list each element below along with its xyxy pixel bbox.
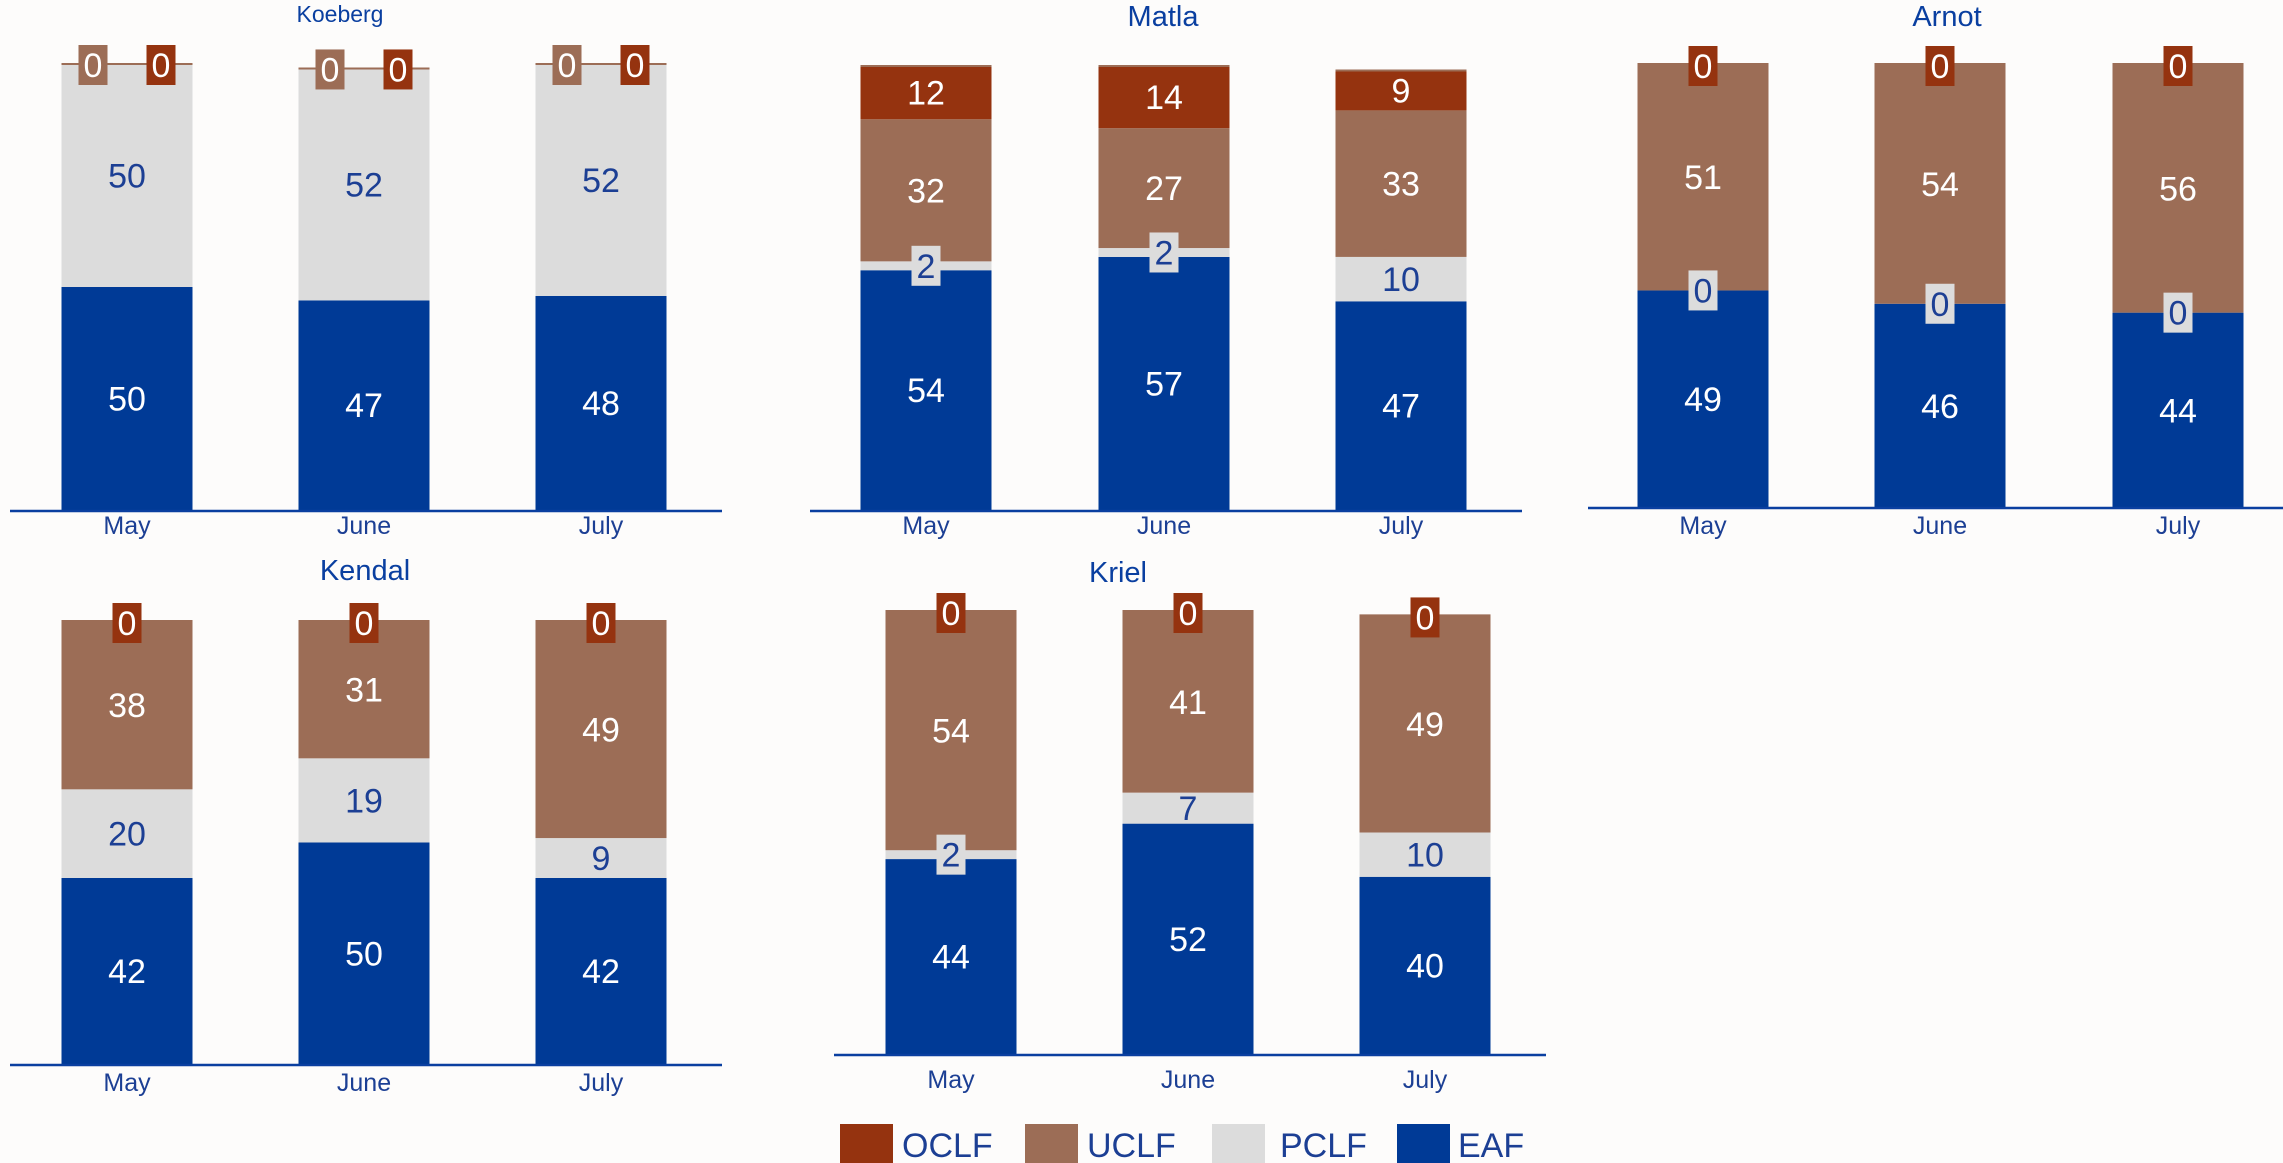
kriel-label-june-pclf: 7: [1179, 790, 1198, 828]
arnot-label-june-uclf: 54: [1921, 166, 1959, 204]
koeberg-chart-title: Koeberg: [297, 1, 384, 27]
kriel-label-july-oclf: 0: [1416, 599, 1435, 637]
kendal-tick-label-july: July: [579, 1069, 624, 1097]
matla-label-june-pclf: 2: [1155, 234, 1174, 272]
arnot-label-july-oclf: 0: [2169, 48, 2188, 86]
koeberg-tick-label-may: May: [103, 512, 151, 540]
koeberg-label-june-uclf: 0: [321, 51, 340, 89]
kriel-label-may-eaf: 44: [932, 939, 970, 977]
arnot-label-july-pclf: 0: [2169, 295, 2188, 333]
legend-swatch-pclf: [1212, 1124, 1265, 1163]
kriel-label-june-oclf: 0: [1179, 595, 1198, 633]
arnot-label-may-uclf: 51: [1684, 159, 1722, 197]
kriel-tick-label-may: May: [927, 1066, 975, 1094]
koeberg-tick-label-july: July: [579, 512, 624, 540]
matla-label-july-uclf: 33: [1382, 166, 1420, 204]
matla-label-may-oclf: 12: [907, 75, 945, 113]
kriel-label-june-eaf: 52: [1169, 921, 1207, 959]
arnot-label-may-eaf: 49: [1684, 381, 1722, 419]
kendal-label-june-eaf: 50: [345, 935, 383, 973]
kendal-label-june-uclf: 31: [345, 672, 383, 710]
kendal-label-may-oclf: 0: [118, 605, 137, 643]
koeberg-label-july-pclf: 52: [582, 162, 620, 200]
matla-label-may-pclf: 2: [917, 248, 936, 286]
koeberg-label-june-eaf: 47: [345, 387, 383, 425]
koeberg-tick-label-june: June: [337, 512, 391, 540]
legend-label-uclf: UCLF: [1087, 1127, 1176, 1163]
kendal-label-july-pclf: 9: [592, 840, 611, 878]
kriel-chart-title: Kriel: [1089, 557, 1147, 589]
kendal-label-july-eaf: 42: [582, 953, 620, 991]
matla-tick-label-june: June: [1137, 512, 1191, 540]
kriel-label-july-eaf: 40: [1406, 947, 1444, 985]
kendal-label-june-pclf: 19: [345, 782, 383, 820]
koeberg-label-july-uclf: 0: [558, 47, 577, 85]
koeberg-label-july-eaf: 48: [582, 385, 620, 423]
arnot-tick-label-july: July: [2156, 512, 2201, 540]
matla-tick-label-july: July: [1379, 512, 1424, 540]
kendal-label-may-pclf: 20: [108, 816, 146, 854]
kriel-label-may-oclf: 0: [942, 595, 961, 633]
kendal-label-may-uclf: 38: [108, 687, 146, 725]
koeberg-label-may-eaf: 50: [108, 381, 146, 419]
matla-label-july-pclf: 10: [1382, 261, 1420, 299]
koeberg-label-july-oclf: 0: [626, 47, 645, 85]
koeberg-label-may-uclf: 0: [84, 47, 103, 85]
koeberg-label-may-oclf: 0: [152, 47, 171, 85]
kendal-label-may-eaf: 42: [108, 953, 146, 991]
kriel-label-may-uclf: 54: [932, 713, 970, 751]
kriel-tick-label-july: July: [1403, 1066, 1448, 1094]
arnot-label-july-eaf: 44: [2159, 392, 2197, 430]
matla-label-june-eaf: 57: [1145, 365, 1183, 403]
matla-label-july-oclf: 9: [1392, 72, 1411, 110]
legend-swatch-oclf: [840, 1124, 893, 1163]
kriel-label-may-pclf: 2: [942, 837, 961, 875]
matla-label-july-eaf: 47: [1382, 388, 1420, 426]
matla-label-june-uclf: 27: [1145, 170, 1183, 208]
arnot-tick-label-may: May: [1679, 512, 1727, 540]
kendal-tick-label-june: June: [337, 1069, 391, 1097]
legend-swatch-uclf: [1025, 1124, 1078, 1163]
legend-label-pclf: PCLF: [1280, 1127, 1367, 1163]
kendal-label-june-oclf: 0: [355, 605, 374, 643]
arnot-label-may-pclf: 0: [1694, 272, 1713, 310]
matla-label-may-uclf: 32: [907, 172, 945, 210]
kriel-tick-label-june: June: [1161, 1066, 1215, 1094]
legend-label-eaf: EAF: [1458, 1127, 1524, 1163]
matla-tick-label-may: May: [902, 512, 950, 540]
koeberg-label-june-pclf: 52: [345, 166, 383, 204]
kendal-label-july-oclf: 0: [592, 605, 611, 643]
kendal-label-july-uclf: 49: [582, 712, 620, 750]
kriel-label-july-pclf: 10: [1406, 837, 1444, 875]
arnot-label-july-uclf: 56: [2159, 170, 2197, 208]
arnot-chart-title: Arnot: [1912, 1, 1981, 33]
koeberg-label-june-oclf: 0: [389, 51, 408, 89]
arnot-label-may-oclf: 0: [1694, 48, 1713, 86]
koeberg-label-may-pclf: 50: [108, 158, 146, 196]
matla-label-june-oclf: 14: [1145, 79, 1183, 117]
legend-label-oclf: OCLF: [902, 1127, 993, 1163]
kriel-label-july-uclf: 49: [1406, 706, 1444, 744]
arnot-label-june-pclf: 0: [1931, 286, 1950, 324]
matla-chart-title: Matla: [1128, 1, 1200, 33]
kendal-tick-label-may: May: [103, 1069, 151, 1097]
arnot-label-june-eaf: 46: [1921, 388, 1959, 426]
arnot-label-june-oclf: 0: [1931, 48, 1950, 86]
kriel-label-june-uclf: 41: [1169, 684, 1207, 722]
arnot-tick-label-june: June: [1913, 512, 1967, 540]
legend-swatch-eaf: [1397, 1124, 1450, 1163]
matla-label-may-eaf: 54: [907, 372, 945, 410]
kendal-chart-title: Kendal: [320, 555, 410, 587]
